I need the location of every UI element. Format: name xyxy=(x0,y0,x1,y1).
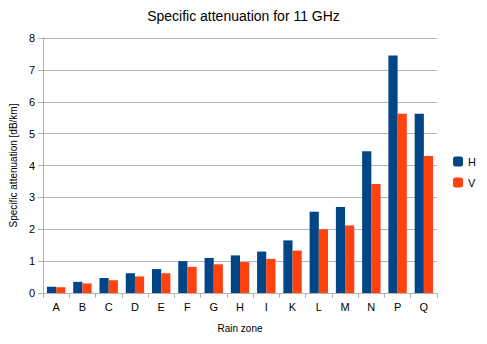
svg-text:H: H xyxy=(236,301,244,313)
svg-text:L: L xyxy=(316,301,322,313)
svg-text:A: A xyxy=(52,301,60,313)
svg-text:5: 5 xyxy=(29,128,35,140)
svg-text:F: F xyxy=(184,301,191,313)
svg-text:B: B xyxy=(79,301,86,313)
svg-text:2: 2 xyxy=(29,223,35,235)
svg-text:3: 3 xyxy=(29,191,35,203)
svg-text:Q: Q xyxy=(420,301,429,313)
svg-text:P: P xyxy=(394,301,401,313)
svg-text:Rain zone: Rain zone xyxy=(217,323,262,334)
svg-text:8: 8 xyxy=(29,32,35,44)
svg-text:1: 1 xyxy=(29,255,35,267)
svg-text:Specific attenuation for 11 GH: Specific attenuation for 11 GHz xyxy=(147,8,340,24)
svg-text:M: M xyxy=(340,301,349,313)
svg-text:6: 6 xyxy=(29,96,35,108)
svg-text:C: C xyxy=(105,301,113,313)
svg-text:H: H xyxy=(468,156,476,168)
svg-text:Specific attenuation [dB/km]: Specific attenuation [dB/km] xyxy=(8,103,19,227)
svg-text:D: D xyxy=(131,301,139,313)
svg-text:I: I xyxy=(265,301,268,313)
svg-text:0: 0 xyxy=(29,287,35,299)
svg-text:K: K xyxy=(289,301,297,313)
svg-text:7: 7 xyxy=(29,64,35,76)
svg-text:V: V xyxy=(468,177,476,189)
svg-text:4: 4 xyxy=(29,160,35,172)
svg-text:E: E xyxy=(158,301,165,313)
svg-text:G: G xyxy=(209,301,218,313)
svg-text:N: N xyxy=(367,301,375,313)
